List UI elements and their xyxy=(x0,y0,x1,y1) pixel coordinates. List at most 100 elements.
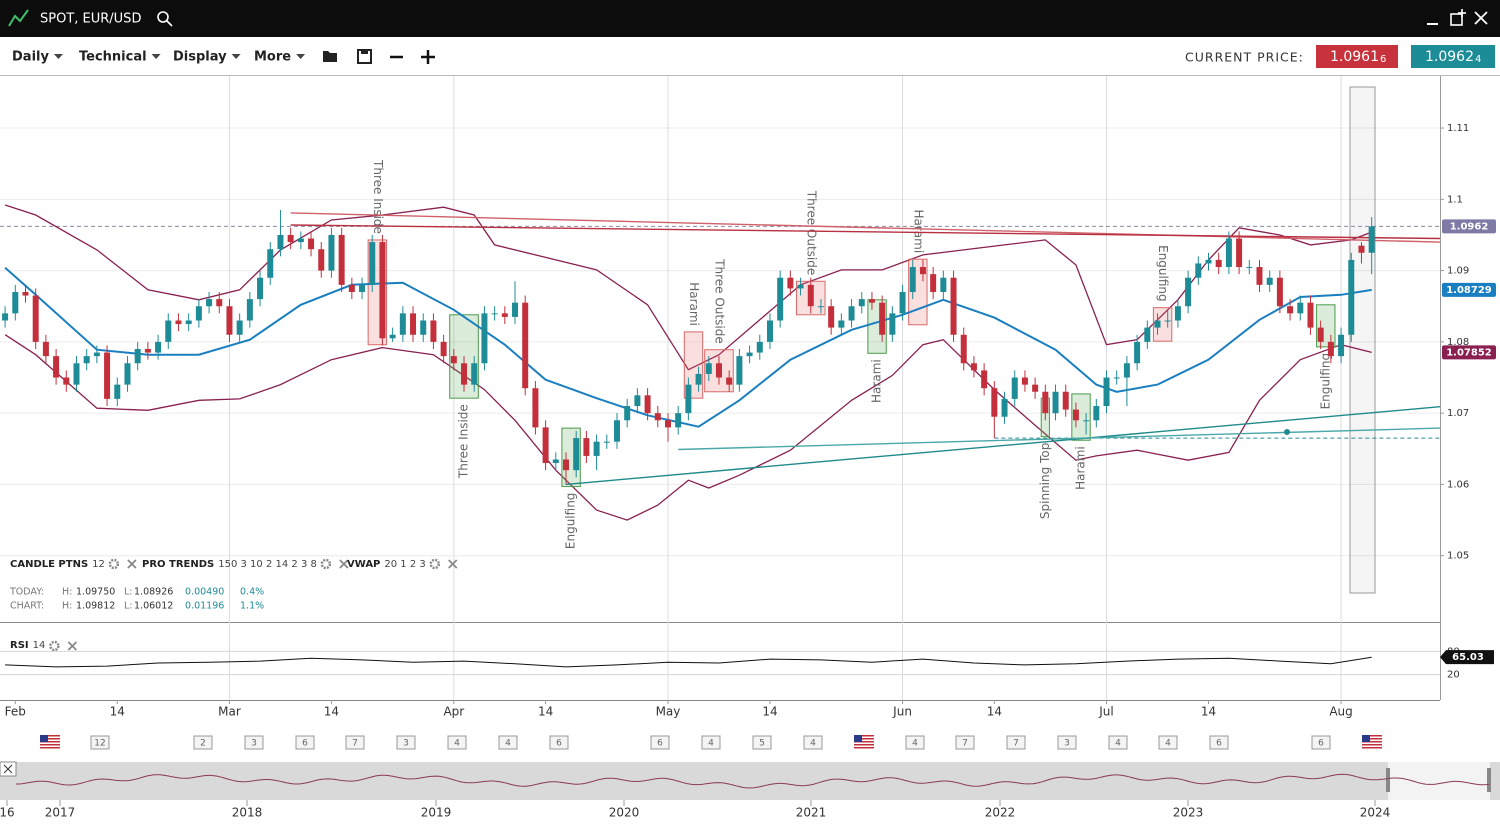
last-price-label-box xyxy=(1442,219,1496,234)
event-icon[interactable] xyxy=(396,735,416,750)
candle-body xyxy=(53,356,60,378)
settings-icon[interactable] xyxy=(49,640,60,652)
event-icon[interactable] xyxy=(498,735,518,750)
event-icon[interactable] xyxy=(244,735,264,750)
flag-stripe xyxy=(854,747,874,749)
candle-body xyxy=(420,320,427,335)
remove-icon[interactable] xyxy=(67,641,77,651)
navigator-handle[interactable] xyxy=(1386,768,1390,792)
event-icon[interactable] xyxy=(1108,735,1128,750)
event-icon[interactable] xyxy=(447,735,467,750)
candle-body xyxy=(12,291,19,314)
trend-anchor[interactable] xyxy=(1284,429,1290,435)
close-button[interactable] xyxy=(1474,11,1488,25)
flag-stripe xyxy=(1362,738,1382,740)
event-icon[interactable] xyxy=(1057,735,1077,750)
candle-body xyxy=(512,302,519,317)
settings-icon[interactable] xyxy=(320,558,332,570)
flag-stripe xyxy=(40,744,60,746)
menu-caret xyxy=(53,54,63,59)
event-icon[interactable] xyxy=(549,735,569,750)
candle-body xyxy=(369,242,376,285)
candle-body xyxy=(787,277,794,289)
candle-body xyxy=(868,299,875,303)
event-icon[interactable] xyxy=(752,735,772,750)
event-icon[interactable] xyxy=(1311,735,1331,750)
event-icon[interactable] xyxy=(1006,735,1026,750)
candle-body xyxy=(1246,267,1253,269)
event-icon[interactable] xyxy=(90,735,110,750)
candle-body xyxy=(1338,334,1345,357)
candle-body xyxy=(593,441,600,456)
navigator-close[interactable] xyxy=(0,761,17,777)
candle-body xyxy=(1368,226,1375,253)
event-icon[interactable] xyxy=(955,735,975,750)
event-icon[interactable] xyxy=(803,735,823,750)
rsi-line xyxy=(5,656,1372,668)
event-icon[interactable] xyxy=(905,735,925,750)
settings-icon[interactable] xyxy=(429,558,440,570)
navigator[interactable] xyxy=(0,762,1500,800)
candle-body xyxy=(746,352,753,357)
candle-body xyxy=(379,242,386,339)
us-flag[interactable] xyxy=(1362,735,1382,749)
event-icon[interactable] xyxy=(1158,735,1178,750)
remove-icon[interactable] xyxy=(448,559,458,569)
year-label: 2020 xyxy=(609,806,640,820)
navigator-window[interactable] xyxy=(1388,762,1490,800)
menu-caret xyxy=(296,54,306,59)
event-day: 4 xyxy=(1115,739,1121,749)
candle-body xyxy=(491,313,498,315)
menu-1[interactable]: Technical xyxy=(79,50,147,65)
event-icon[interactable] xyxy=(1209,735,1229,750)
event-day: 7 xyxy=(962,739,968,749)
event-icon[interactable] xyxy=(345,735,365,750)
x-tick-label: Apr xyxy=(443,705,464,719)
y-tick-label: 1.1 xyxy=(1447,194,1463,205)
event-day: 7 xyxy=(1013,739,1019,749)
zoom-in[interactable] xyxy=(421,50,435,64)
candle-body xyxy=(828,306,835,328)
candle-body xyxy=(83,356,90,364)
event-icon[interactable] xyxy=(193,735,213,750)
event-icon[interactable] xyxy=(701,735,721,750)
pattern-label: Three Outside xyxy=(712,258,726,344)
candle-body xyxy=(226,306,233,335)
ask-box[interactable] xyxy=(1411,45,1495,68)
navigator-handle[interactable] xyxy=(1487,768,1491,792)
y-tick-label: 1.05 xyxy=(1447,551,1469,562)
search-icon[interactable] xyxy=(157,11,173,27)
event-icon[interactable] xyxy=(295,735,315,750)
flag-stripe xyxy=(40,735,60,737)
menu-2[interactable]: Display xyxy=(173,50,227,65)
us-flag[interactable] xyxy=(854,735,874,749)
event-icon[interactable] xyxy=(650,735,670,750)
save-icon[interactable] xyxy=(357,49,372,64)
pattern-label: Three Inside xyxy=(457,404,471,479)
menu-0[interactable]: Daily xyxy=(12,50,49,65)
bid-box[interactable] xyxy=(1316,45,1398,68)
flag-canton xyxy=(1362,735,1370,742)
candle-body xyxy=(318,249,325,271)
trend-line xyxy=(290,224,1440,240)
menu-3[interactable]: More xyxy=(254,50,291,65)
indicator-params: 12 xyxy=(92,559,105,570)
settings-icon[interactable] xyxy=(108,558,120,570)
remove-icon[interactable] xyxy=(339,559,349,569)
candle-body xyxy=(634,395,641,407)
us-flag[interactable] xyxy=(40,735,60,749)
candle-body xyxy=(155,341,162,353)
candle-body xyxy=(1215,259,1222,268)
pattern-label: Three Inside xyxy=(371,159,385,234)
candle-body xyxy=(481,313,488,364)
candle-body xyxy=(42,341,49,357)
candle-body xyxy=(1093,406,1100,421)
ask-pip: 4 xyxy=(1475,54,1481,65)
stat-text: 0.4% xyxy=(240,587,264,598)
maximize-button[interactable] xyxy=(1450,9,1466,26)
indicator-params: 150 3 10 2 14 2 3 8 xyxy=(218,559,317,570)
candle-body xyxy=(950,277,957,335)
open-icon[interactable] xyxy=(323,51,337,62)
remove-icon[interactable] xyxy=(127,559,137,569)
flag-stripe xyxy=(1362,735,1382,737)
